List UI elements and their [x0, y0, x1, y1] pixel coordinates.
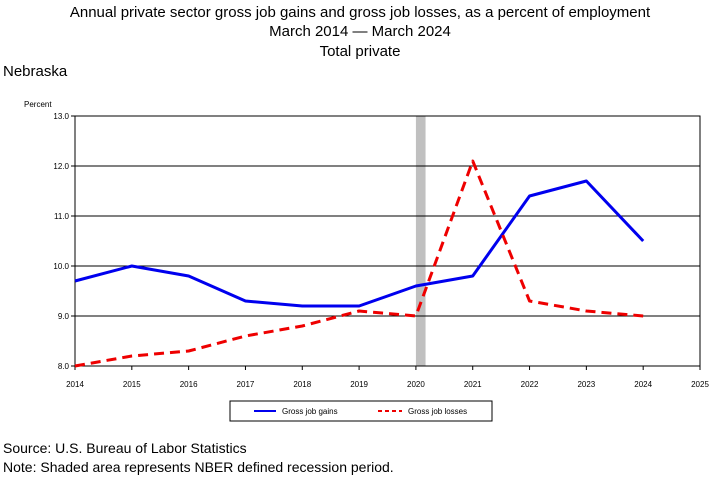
- legend-box: [229, 400, 493, 422]
- x-tick-label: 2020: [407, 380, 425, 389]
- legend-label-gains: Gross job gains: [282, 407, 338, 416]
- source-note: Source: U.S. Bureau of Labor Statistics: [3, 440, 247, 456]
- x-tick-label: 2021: [464, 380, 482, 389]
- plot-frame: [74, 115, 701, 367]
- y-tick-label: 12.0: [53, 162, 69, 171]
- chart-title-line-2: March 2014 — March 2024: [269, 23, 451, 40]
- x-tick-label: 2018: [293, 380, 311, 389]
- legend-label-losses: Gross job losses: [408, 407, 467, 416]
- y-axis-label: Percent: [24, 100, 52, 109]
- x-tick-label: 2019: [350, 380, 368, 389]
- y-tick-label: 9.0: [58, 312, 70, 321]
- chart-title-line-3: Total private: [319, 43, 401, 60]
- series-line-gross-job-losses: [74, 159, 644, 368]
- y-tick-label: 13.0: [53, 112, 69, 121]
- y-tick-label: 8.0: [58, 362, 70, 371]
- x-tick-label: 2023: [577, 380, 595, 389]
- x-tick-label: 2024: [634, 380, 652, 389]
- region-label: Nebraska: [3, 63, 68, 80]
- recession-band: [415, 116, 426, 366]
- chart-title-line-1: Annual private sector gross job gains an…: [69, 4, 651, 21]
- x-tick-label: 2025: [691, 380, 709, 389]
- legend: [229, 400, 493, 422]
- x-tick-label: 2022: [521, 380, 539, 389]
- y-tick-label: 10.0: [53, 262, 69, 271]
- y-tick-label: 11.0: [54, 212, 70, 221]
- x-tick-label: 2015: [123, 380, 141, 389]
- recession-note: Note: Shaded area represents NBER define…: [3, 459, 394, 475]
- x-tick-label: 2014: [66, 380, 84, 389]
- series-line-gross-job-gains: [74, 179, 645, 308]
- x-tick-label: 2016: [180, 380, 198, 389]
- x-tick-label: 2017: [237, 380, 255, 389]
